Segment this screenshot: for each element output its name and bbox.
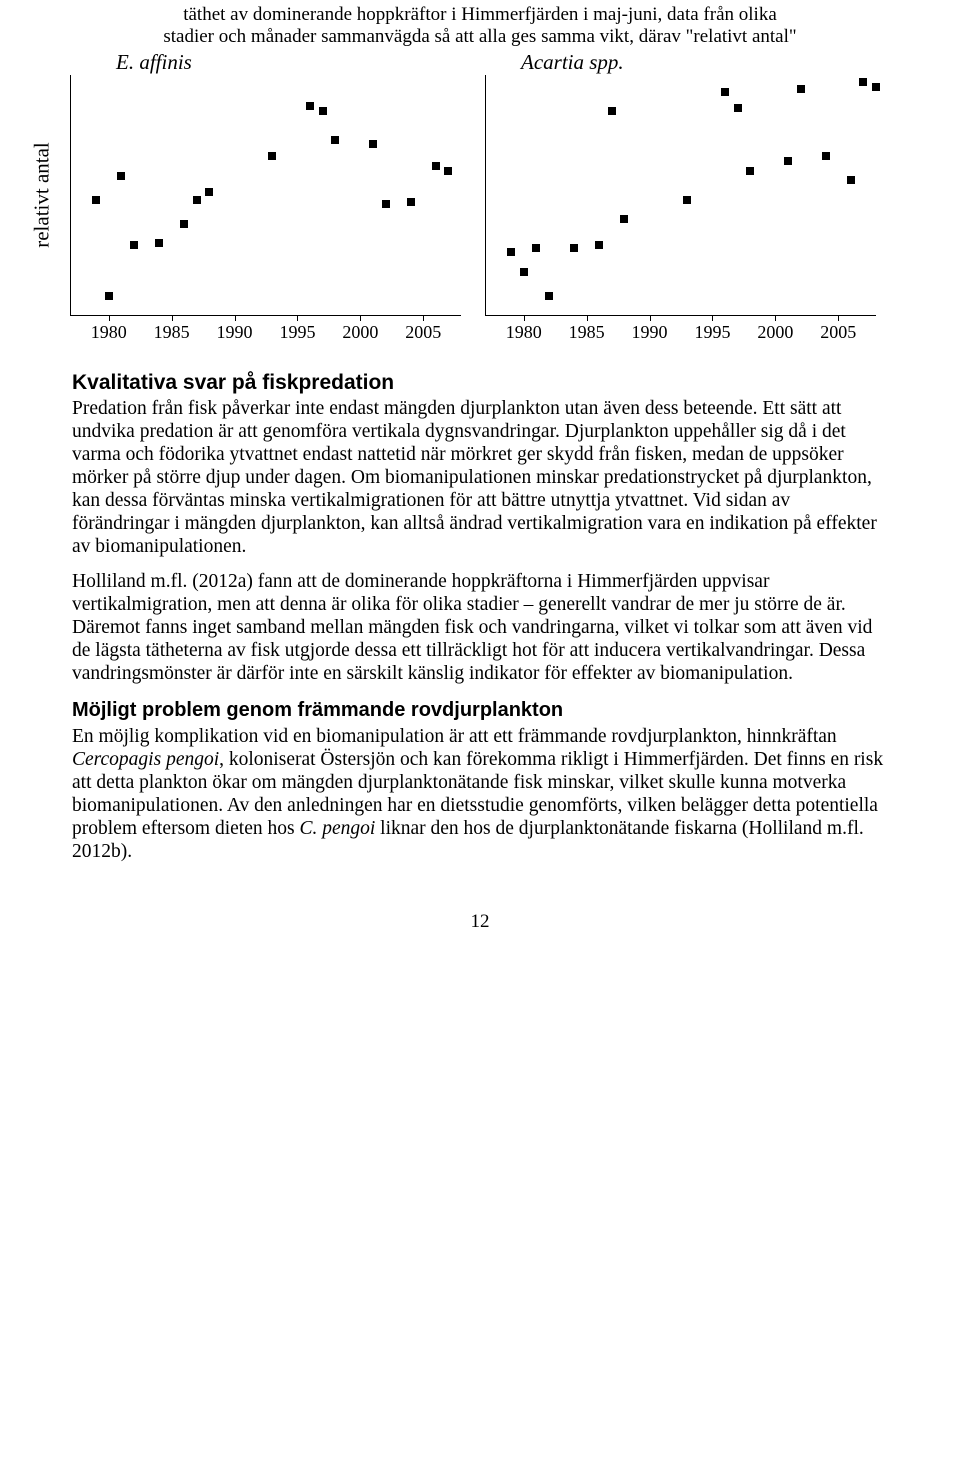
x-tick-label: 1980 (91, 322, 127, 343)
x-tick (587, 315, 588, 321)
data-point (520, 268, 528, 276)
data-point (859, 78, 867, 86)
data-point (721, 88, 729, 96)
data-point (608, 107, 616, 115)
paragraph-2: Holliland m.fl. (2012a) fann att de domi… (72, 570, 888, 685)
x-tick (172, 315, 173, 321)
x-tick-label: 1985 (569, 322, 605, 343)
page: täthet av dominerande hoppkräftor i Himm… (0, 4, 960, 953)
data-point (872, 83, 880, 91)
panel-label-left: E. affinis (110, 50, 515, 75)
data-point (734, 104, 742, 112)
p3-italic-2: C. pengoi (299, 818, 375, 839)
paragraph-3: En möjlig komplikation vid en biomanipul… (72, 725, 888, 863)
paragraph-1: Predation från fisk påverkar inte endast… (72, 397, 888, 558)
y-axis-label-container: relativt antal (40, 75, 70, 315)
x-tick-label: 1990 (632, 322, 668, 343)
data-point (432, 162, 440, 170)
x-tick (360, 315, 361, 321)
data-point (105, 292, 113, 300)
data-point (205, 188, 213, 196)
data-point (193, 196, 201, 204)
body-text: Kvalitativa svar på fiskpredation Predat… (72, 371, 888, 863)
data-point (570, 244, 578, 252)
x-tick-label: 2005 (405, 322, 441, 343)
x-tick (650, 315, 651, 321)
x-tick (775, 315, 776, 321)
data-point (822, 152, 830, 160)
panel-labels: E. affinis Acartia spp. (110, 50, 920, 75)
data-point (545, 292, 553, 300)
data-point (155, 239, 163, 247)
data-point (595, 241, 603, 249)
x-tick-label: 1995 (279, 322, 315, 343)
figure-title-line1: täthet av dominerande hoppkräftor i Himm… (183, 4, 777, 25)
charts-row: relativt antal 198019851990199520002005 … (40, 75, 920, 315)
x-tick-label: 2005 (820, 322, 856, 343)
x-tick (524, 315, 525, 321)
data-point (407, 198, 415, 206)
x-tick-label: 1980 (506, 322, 542, 343)
x-tick (423, 315, 424, 321)
data-point (784, 157, 792, 165)
data-point (180, 220, 188, 228)
data-point (683, 196, 691, 204)
figure: täthet av dominerande hoppkräftor i Himm… (40, 4, 920, 315)
data-point (382, 200, 390, 208)
data-point (331, 136, 339, 144)
heading-kvalitativa: Kvalitativa svar på fiskpredation (72, 371, 888, 396)
x-tick (297, 315, 298, 321)
data-point (620, 215, 628, 223)
x-tick (109, 315, 110, 321)
x-tick (235, 315, 236, 321)
heading-mojligt: Möjligt problem genom främmande rovdjurp… (72, 699, 888, 723)
y-axis-label: relativt antal (30, 142, 55, 248)
x-tick-label: 2000 (342, 322, 378, 343)
data-point (92, 196, 100, 204)
data-point (369, 140, 377, 148)
x-tick (838, 315, 839, 321)
panel-label-right: Acartia spp. (515, 50, 920, 75)
figure-title: täthet av dominerande hoppkräftor i Himm… (112, 4, 848, 48)
data-point (319, 107, 327, 115)
scatter-chart-left: 198019851990199520002005 (70, 75, 461, 316)
data-point (507, 248, 515, 256)
chart-pair: 198019851990199520002005 198019851990199… (70, 75, 920, 315)
x-tick (712, 315, 713, 321)
x-tick-label: 2000 (757, 322, 793, 343)
x-tick-label: 1990 (217, 322, 253, 343)
x-tick-label: 1985 (154, 322, 190, 343)
scatter-chart-right: 198019851990199520002005 (485, 75, 876, 316)
p3-part-a: En möjlig komplikation vid en biomanipul… (72, 726, 837, 747)
data-point (306, 102, 314, 110)
data-point (268, 152, 276, 160)
page-number: 12 (0, 911, 960, 953)
data-point (797, 85, 805, 93)
p3-italic-1: Cercopagis pengoi (72, 749, 219, 770)
data-point (746, 167, 754, 175)
data-point (847, 176, 855, 184)
data-point (117, 172, 125, 180)
data-point (532, 244, 540, 252)
x-tick-label: 1995 (694, 322, 730, 343)
data-point (130, 241, 138, 249)
figure-title-line2: stadier och månader sammanvägda så att a… (163, 26, 796, 47)
data-point (444, 167, 452, 175)
